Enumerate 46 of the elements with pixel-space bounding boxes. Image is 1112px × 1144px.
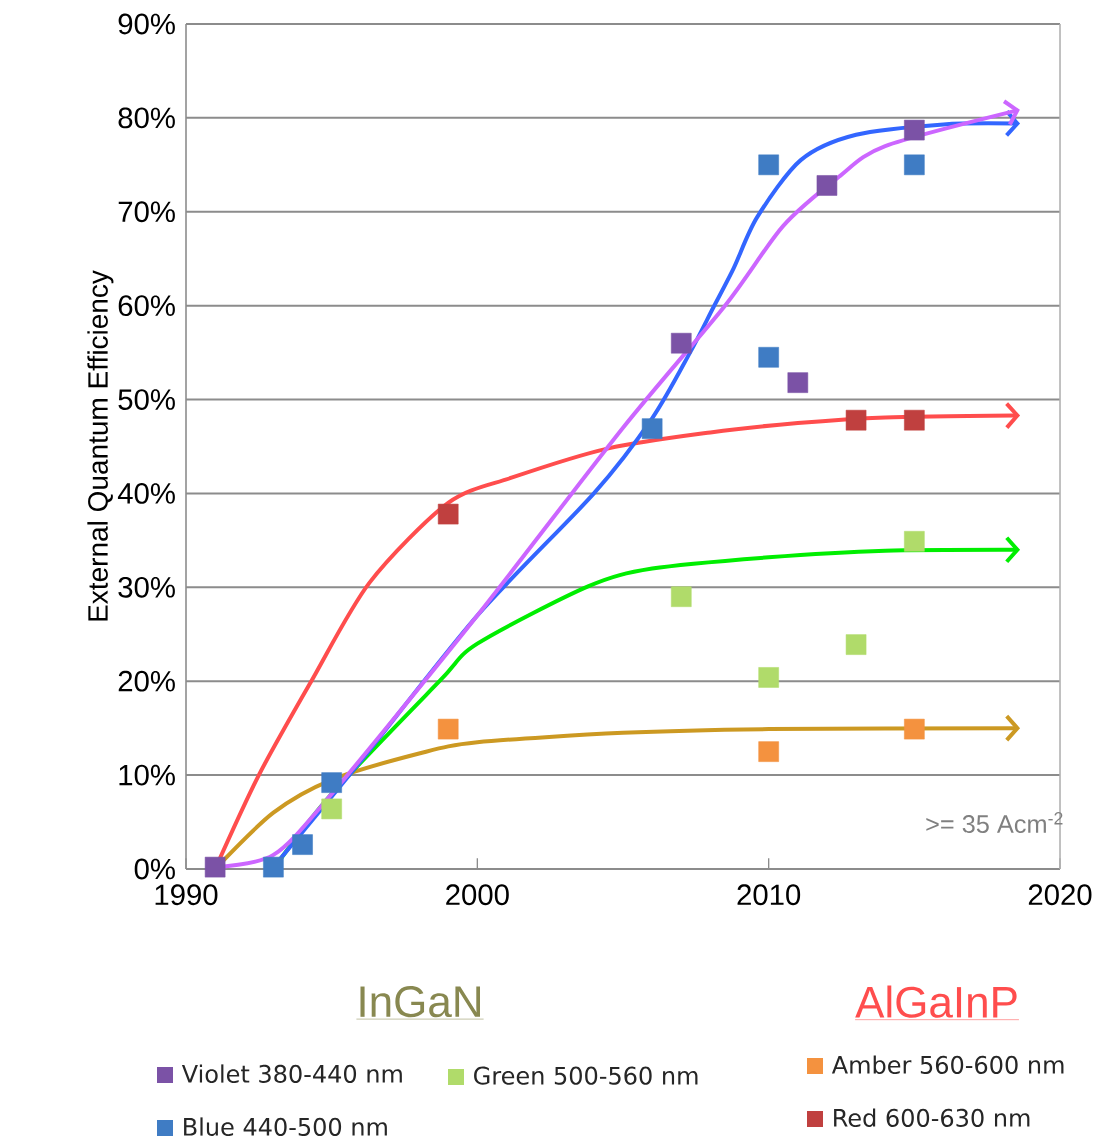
x-tick-label: 2000 bbox=[446, 884, 509, 906]
point bbox=[263, 856, 284, 878]
legend-label: Amber 560-600 nm bbox=[831, 1055, 1064, 1074]
point bbox=[204, 856, 226, 878]
x-tick-label: 2010 bbox=[737, 884, 801, 906]
point bbox=[437, 718, 459, 740]
y-tick-label: 30% bbox=[118, 576, 175, 598]
annotation: >= 35 Acm$^{-2}$ bbox=[926, 812, 1063, 834]
y-tick-label: 90% bbox=[118, 13, 175, 35]
point bbox=[321, 798, 342, 820]
y-tick-label: 50% bbox=[118, 389, 175, 410]
point bbox=[904, 718, 925, 740]
text: InGaN bbox=[360, 986, 480, 1018]
point bbox=[845, 634, 867, 655]
y-tick-label: 20% bbox=[118, 670, 175, 692]
x-tick-label: 1990 bbox=[155, 884, 218, 906]
legend-label: Blue 440-500 nm bbox=[184, 1117, 387, 1136]
point bbox=[437, 503, 459, 525]
text: AlGaInP bbox=[855, 985, 1017, 1018]
point bbox=[904, 409, 925, 431]
y-tick-label: 10% bbox=[119, 764, 175, 786]
point bbox=[641, 418, 663, 439]
point bbox=[758, 154, 779, 176]
point bbox=[904, 119, 925, 141]
point bbox=[845, 409, 867, 431]
point bbox=[758, 741, 779, 762]
y-tick-label: 70% bbox=[118, 201, 175, 223]
legend-label: Red 600-630 nm bbox=[834, 1108, 1030, 1127]
point bbox=[758, 667, 779, 688]
point bbox=[904, 531, 925, 552]
y-tick-label: 80% bbox=[118, 107, 175, 129]
legend-label: Violet 380-440 nm bbox=[181, 1064, 402, 1083]
point bbox=[292, 834, 313, 855]
y-tick-label: 40% bbox=[117, 483, 175, 504]
point bbox=[816, 175, 838, 196]
legend-label: Green 500-560 nm bbox=[474, 1066, 698, 1085]
point bbox=[787, 372, 809, 393]
point bbox=[671, 332, 692, 354]
point bbox=[904, 154, 925, 176]
x-tick-label: 2020 bbox=[1028, 884, 1092, 906]
point bbox=[758, 347, 779, 368]
point bbox=[671, 586, 692, 607]
point bbox=[321, 772, 342, 793]
y-axis-title: External Quantum Efficiency bbox=[87, 270, 114, 621]
y-tick-label: 60% bbox=[118, 295, 175, 317]
y-tick-label: 0% bbox=[134, 858, 175, 880]
